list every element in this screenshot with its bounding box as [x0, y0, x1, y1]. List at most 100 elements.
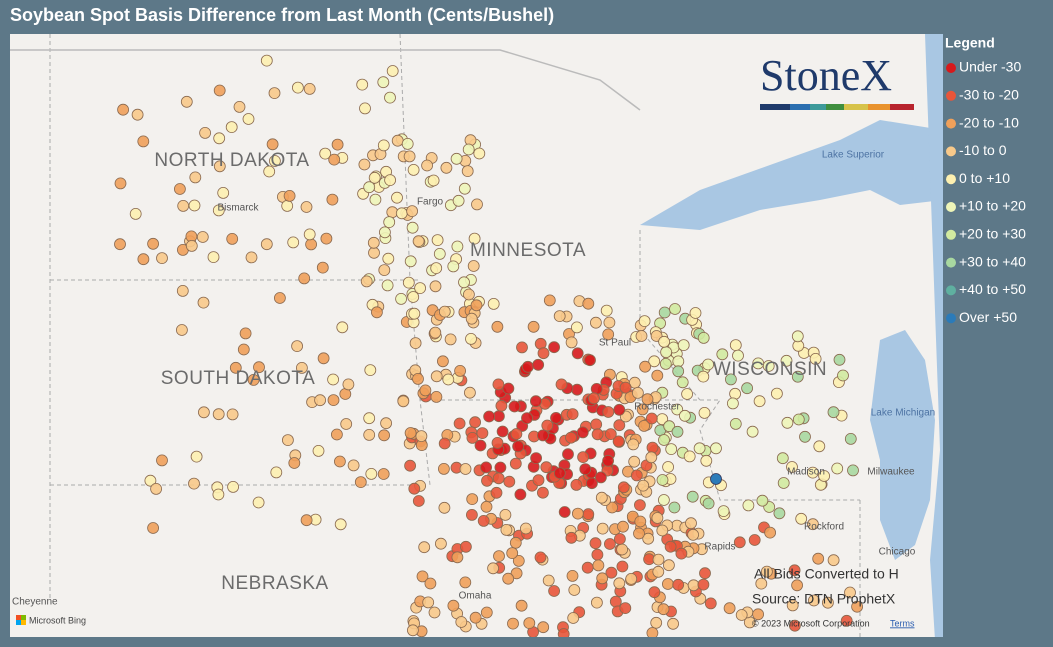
bid-dot — [378, 264, 391, 277]
bid-dot — [613, 419, 626, 432]
bid-dot — [668, 501, 681, 514]
legend-label[interactable]: -10 to 0 — [959, 142, 1007, 158]
bid-dot — [429, 326, 442, 339]
city-label: Rockford — [804, 522, 844, 533]
bid-dot — [500, 524, 513, 536]
bid-dot — [473, 147, 486, 160]
bid-dot — [507, 617, 519, 630]
legend-label[interactable]: +10 to +20 — [959, 198, 1026, 214]
bid-dot — [447, 260, 460, 273]
bid-dot — [776, 452, 789, 465]
bid-dot — [614, 533, 626, 545]
bid-dot — [590, 316, 602, 329]
bid-dot — [553, 310, 566, 323]
bid-dot — [729, 387, 741, 400]
bid-dot — [636, 403, 649, 416]
bid-dot — [173, 183, 186, 195]
bid-dot — [402, 276, 415, 289]
bid-dot — [360, 275, 373, 288]
bid-dot — [603, 316, 616, 329]
bid-dot — [748, 534, 761, 546]
bid-dot — [799, 430, 811, 443]
bid-dot — [576, 426, 589, 439]
bid-dot — [840, 614, 853, 627]
city-label: Omaha — [459, 591, 492, 602]
bid-dot — [213, 84, 226, 97]
terms-link[interactable]: Terms — [890, 618, 915, 628]
bid-dot — [572, 507, 584, 520]
bid-dot — [419, 384, 432, 397]
bid-dot — [542, 574, 555, 587]
bid-dot — [312, 444, 325, 457]
bid-dot — [527, 320, 540, 333]
legend-label[interactable]: -20 to -10 — [959, 114, 1019, 130]
note: All Bids Converted to H — [754, 566, 899, 582]
bid-dot — [634, 499, 646, 512]
state-label: MINNESOTA — [470, 240, 586, 261]
bid-dot — [266, 138, 279, 151]
bid-dot — [638, 315, 651, 328]
bid-dot — [570, 478, 583, 491]
bid-dot — [571, 321, 583, 334]
bid-dot — [412, 235, 425, 248]
city-label: Cheyenne — [12, 597, 58, 608]
bid-dot — [492, 472, 505, 485]
bid-dot — [281, 434, 294, 447]
bid-dot — [616, 543, 628, 556]
bid-dot — [378, 226, 391, 239]
bid-dot — [630, 469, 643, 482]
bid-dot — [502, 382, 515, 395]
bid-dot — [137, 253, 150, 266]
bid-dot — [833, 353, 846, 366]
bid-dot — [336, 321, 349, 334]
bid-dot — [723, 602, 736, 615]
bid-dot — [588, 392, 600, 405]
bid-dot — [377, 468, 390, 480]
bid-dot — [844, 432, 857, 445]
legend-label[interactable]: +40 to +50 — [959, 281, 1026, 297]
bid-dot — [671, 403, 684, 416]
legend-swatch — [946, 174, 956, 185]
bid-dot — [697, 331, 710, 344]
bid-dot — [553, 467, 566, 480]
logo: StoneX — [760, 51, 892, 100]
bid-dot — [453, 417, 466, 430]
bid-dot — [320, 232, 333, 245]
legend-label[interactable]: Under -30 — [959, 59, 1021, 75]
bid-dot — [658, 494, 670, 506]
legend-label[interactable]: -30 to -20 — [959, 87, 1019, 103]
bid-dot — [658, 306, 671, 319]
bid-dot — [409, 337, 422, 350]
legend-label[interactable]: +30 to +40 — [959, 253, 1026, 269]
bid-dot — [581, 561, 594, 574]
bid-dot — [454, 364, 467, 377]
bid-dot — [414, 282, 427, 295]
bid-dot — [831, 462, 844, 475]
bid-dot — [438, 501, 451, 514]
legend-label[interactable]: Over +50 — [959, 309, 1017, 325]
bid-dot — [418, 541, 431, 554]
bid-dot — [604, 428, 617, 441]
bid-dot — [566, 570, 579, 582]
bid-dot — [541, 419, 554, 432]
water-label: Lake Michigan — [871, 408, 935, 419]
bid-dot — [483, 410, 496, 423]
bid-dot — [612, 435, 625, 448]
bid-dot — [365, 467, 378, 480]
bid-dot — [795, 512, 808, 525]
legend-label[interactable]: +20 to +30 — [959, 226, 1026, 242]
bid-dot — [851, 600, 863, 613]
bid-dot — [565, 336, 578, 349]
bid-dot — [487, 297, 500, 310]
bid-dot — [147, 237, 160, 250]
bid-dot — [433, 247, 446, 260]
bid-dot — [499, 509, 512, 521]
bid-dot — [291, 340, 304, 353]
legend-label[interactable]: 0 to +10 — [959, 170, 1010, 186]
bid-dot — [592, 559, 605, 572]
bid-dot — [521, 412, 533, 425]
bid-dot — [746, 425, 759, 438]
bid-dot — [530, 452, 542, 465]
bid-dot — [792, 413, 805, 426]
bid-dot — [471, 198, 483, 211]
